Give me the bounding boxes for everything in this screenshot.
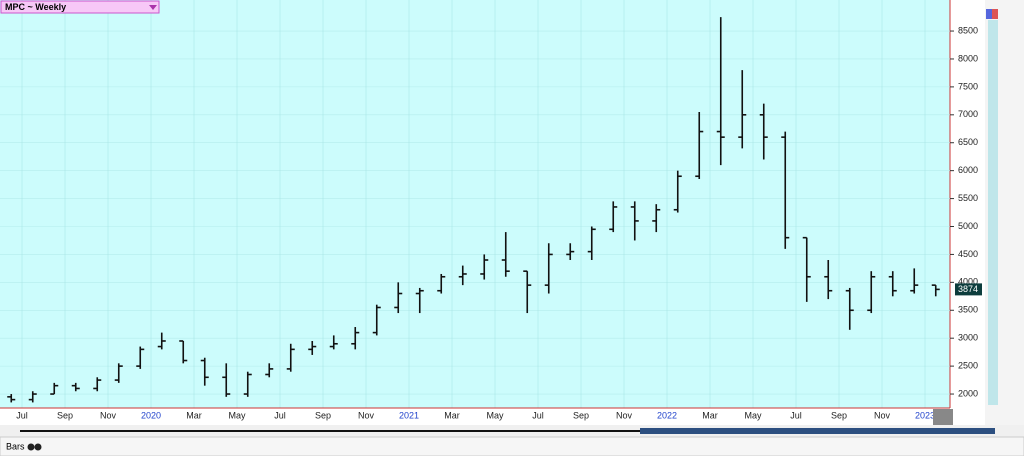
chart-title: MPC ~ Weekly [5,2,66,12]
x-tick-label: Sep [57,410,73,420]
y-tick-label: 8500 [958,25,978,35]
plot-area [0,0,950,408]
x-tick-label: Mar [702,410,718,420]
toggle-icon[interactable] [27,443,35,451]
x-tick-label: Nov [616,410,633,420]
y-tick-label: 7500 [958,81,978,91]
y-tick-label: 6000 [958,165,978,175]
y-tick-label: 4000 [958,277,978,287]
x-tick-label: Mar [444,410,460,420]
x-tick-label: Jul [16,410,28,420]
y-tick-label: 7000 [958,109,978,119]
y-tick-label: 4500 [958,249,978,259]
x-tick-label: Jul [532,410,544,420]
last-price-label: 3874 [958,284,978,294]
sell-button[interactable] [992,9,998,19]
buy-button[interactable] [986,9,992,19]
x-tick-label: Nov [100,410,117,420]
symbol-box[interactable] [0,0,160,14]
x-tick-label: Sep [831,410,847,420]
time-axis [0,408,950,425]
x-tick-label: Nov [874,410,891,420]
y-tick-label: 2500 [958,360,978,370]
chart-style-label[interactable]: Bars [6,441,25,451]
dropdown-arrow[interactable] [149,5,157,10]
price-axis [950,0,985,408]
corner-button[interactable] [933,409,953,425]
y-tick-label: 6500 [958,137,978,147]
x-tick-label: Jul [274,410,286,420]
x-tick-label: Jul [790,410,802,420]
x-tick-label: May [744,410,762,420]
side-strip [988,20,998,405]
y-tick-label: 8000 [958,53,978,63]
x-tick-label: Mar [186,410,202,420]
x-tick-label: Sep [573,410,589,420]
toggle-icon[interactable] [34,443,42,451]
x-tick-label: 2023 [915,410,935,420]
y-tick-label: 3500 [958,305,978,315]
last-price-box [955,283,982,296]
x-tick-label: Nov [358,410,375,420]
y-tick-label: 2000 [958,388,978,398]
x-tick-label: 2020 [141,410,161,420]
x-tick-label: May [486,410,504,420]
x-tick-label: Sep [315,410,331,420]
y-tick-label: 5500 [958,193,978,203]
x-tick-label: 2021 [399,410,419,420]
y-tick-label: 5000 [958,221,978,231]
x-tick-label: 2022 [657,410,677,420]
scroll-thumb[interactable] [640,428,995,434]
toolbar [0,436,1024,456]
x-tick-label: May [228,410,246,420]
y-tick-label: 3000 [958,333,978,343]
